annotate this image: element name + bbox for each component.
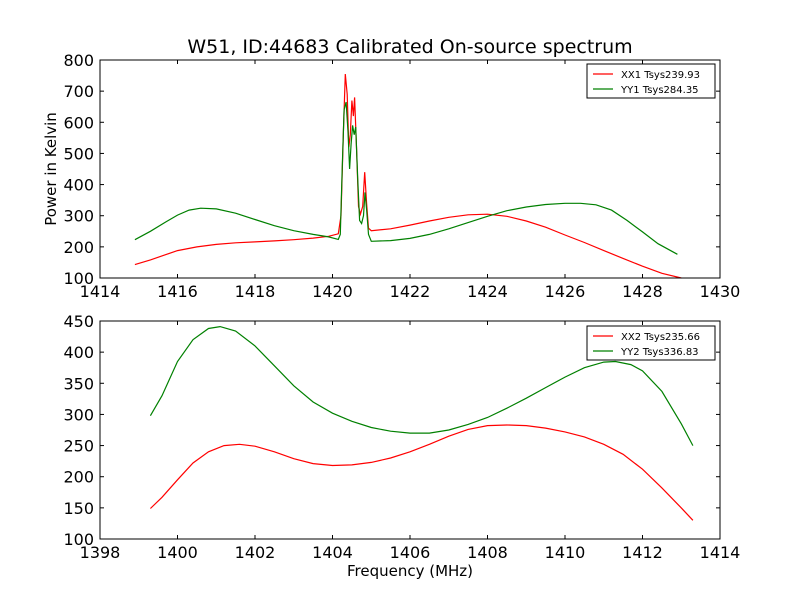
x-tick-label: 1412	[622, 543, 663, 562]
x-tick-label: 1424	[467, 282, 508, 301]
x-tick-label: 1402	[235, 543, 276, 562]
x-tick-label: 1398	[80, 543, 121, 562]
x-tick-label: 1430	[700, 282, 741, 301]
x-tick-label: 1416	[157, 282, 198, 301]
x-tick-label: 1406	[390, 543, 431, 562]
y-tick-label: 100	[63, 530, 94, 549]
y-tick-label: 800	[63, 51, 94, 70]
x-tick-label: 1400	[157, 543, 198, 562]
y-tick-label: 600	[63, 113, 94, 132]
y-tick-label: 400	[63, 176, 94, 195]
bottom-panel: Frequency (MHz) 1398 1400 1402 1404 1406 1408…	[63, 312, 740, 580]
y-tick-label: 700	[63, 82, 94, 101]
y-tick-label: 300	[63, 405, 94, 424]
x-tick-label: 1408	[467, 543, 508, 562]
y-tick-label: 350	[63, 374, 94, 393]
legend-box	[586, 325, 716, 361]
y-tick-label: 150	[63, 499, 94, 518]
series-line-1	[134, 73, 682, 279]
x-tick-label: 1410	[545, 543, 586, 562]
top-panel: W51, ID:44683 Calibrated On-source spect…	[42, 36, 740, 301]
series-line-2	[149, 325, 694, 446]
y-axis-label: Power in Kelvin	[42, 112, 60, 226]
series-line-2	[134, 101, 678, 255]
x-tick-label: 1418	[235, 282, 276, 301]
legend-label: XX2 Tsys235.66	[621, 332, 700, 343]
chart-title: W51, ID:44683 Calibrated On-source spect…	[187, 36, 632, 58]
legend-label: YY1 Tsys284.35	[620, 85, 699, 96]
y-tick-label: 300	[63, 207, 94, 226]
y-tick-label: 250	[63, 437, 94, 456]
x-tick-label: 1428	[622, 282, 663, 301]
y-tick-label: 200	[63, 238, 94, 257]
y-tick-label: 450	[63, 312, 94, 331]
y-tick-label: 500	[63, 144, 94, 163]
x-tick-label: 1414	[80, 282, 121, 301]
x-tick-label: 1420	[312, 282, 353, 301]
legend-label: YY2 Tsys336.83	[620, 347, 699, 358]
y-tick-label: 100	[63, 269, 94, 288]
x-axis-label: Frequency (MHz)	[347, 562, 473, 580]
legend-box	[586, 63, 716, 99]
x-tick-label: 1404	[312, 543, 353, 562]
y-tick-label: 400	[63, 343, 94, 362]
x-tick-label: 1426	[545, 282, 586, 301]
series-line-1	[149, 424, 694, 521]
x-tick-label: 1422	[390, 282, 431, 301]
x-tick-label: 1414	[700, 543, 741, 562]
legend-label: XX1 Tsys239.93	[621, 70, 700, 81]
y-tick-label: 200	[63, 468, 94, 487]
